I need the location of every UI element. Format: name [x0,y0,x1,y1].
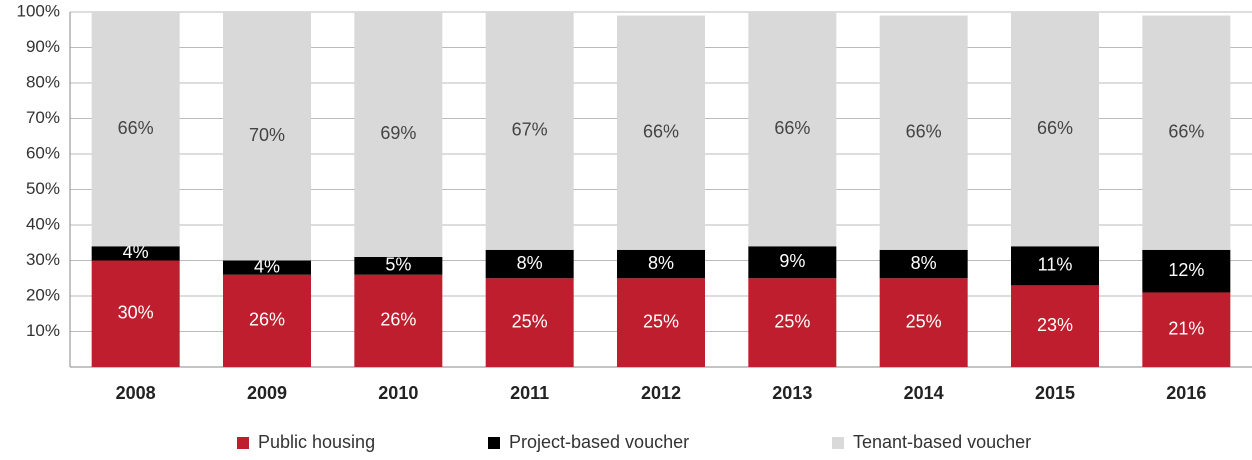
x-tick-label: 2011 [510,383,549,403]
data-label: 23% [1037,315,1073,335]
x-tick-label: 2010 [378,383,418,403]
x-tick-label: 2012 [641,383,681,403]
legend-label: Tenant-based voucher [853,432,1031,452]
bar-segment [223,260,311,275]
data-label: 26% [249,310,285,330]
x-tick-label: 2009 [247,383,287,403]
data-label: 66% [1168,121,1204,141]
bar-segment [354,256,443,275]
data-label: 25% [774,311,810,331]
data-label: 66% [643,121,679,141]
bar-segment [617,278,705,367]
bar-segment [1011,12,1099,247]
bar-segment [485,12,574,250]
legend-label: Project-based voucher [509,432,689,452]
data-label: 9% [779,251,805,271]
bar-segment [485,278,574,367]
bar-segment [617,15,705,250]
data-label: 66% [906,121,942,141]
bar-segment [748,246,837,279]
bar-segment [1142,15,1231,250]
bar-segment [617,249,705,279]
legend-swatch [488,437,500,449]
x-tick-label: 2013 [772,383,812,403]
bar-segment [485,249,574,279]
bar-segment [91,12,180,247]
bar-segment [1011,285,1099,367]
y-tick-label: 10% [26,321,60,340]
data-label: 5% [385,255,411,275]
x-tick-label: 2008 [116,383,156,403]
data-label: 8% [648,253,674,273]
y-tick-label: 30% [26,250,60,269]
data-label: 66% [118,118,154,138]
bar-segment [879,249,968,279]
data-label: 8% [911,253,937,273]
bar-segment [91,246,180,261]
bar-segment [748,278,837,367]
data-label: 25% [906,311,942,331]
bar-segment [1142,292,1231,367]
bar-segment [879,15,968,250]
x-tick-label: 2014 [904,383,944,403]
y-tick-label: 90% [26,37,60,56]
data-label: 4% [254,256,280,276]
bar-segment [748,12,837,247]
y-tick-label: 50% [26,179,60,198]
bar-segment [223,12,311,261]
data-label: 69% [380,123,416,143]
y-tick-label: 100% [17,1,60,20]
legend-swatch [237,437,249,449]
data-label: 26% [380,310,416,330]
y-tick-label: 40% [26,214,60,233]
y-tick-label: 20% [26,285,60,304]
data-label: 70% [249,125,285,145]
bar-segment [223,274,311,367]
data-label: 11% [1038,255,1073,275]
data-label: 4% [123,242,149,262]
bar-segment [879,278,968,367]
x-tick-label: 2016 [1166,383,1206,403]
data-label: 66% [774,118,810,138]
y-tick-label: 60% [26,143,60,162]
bar-segment [1142,249,1231,293]
data-label: 8% [517,253,543,273]
data-label: 30% [118,303,154,323]
x-tick-label: 2015 [1035,383,1075,403]
bar-segment [1011,246,1099,286]
y-tick-label: 80% [26,72,60,91]
data-label: 25% [643,311,679,331]
legend-swatch [832,437,844,449]
data-label: 25% [512,311,548,331]
data-label: 21% [1168,318,1204,338]
bar-segment [91,260,180,367]
data-label: 67% [512,120,548,140]
bar-segment [354,274,443,367]
data-label: 66% [1037,118,1073,138]
legend-label: Public housing [258,432,375,452]
bar-segment [354,12,443,257]
data-label: 12% [1168,260,1204,280]
y-tick-label: 70% [26,108,60,127]
